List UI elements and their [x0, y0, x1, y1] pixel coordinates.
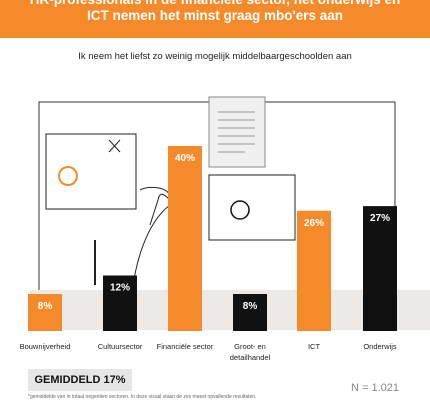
value-labels-group: 8% 12% 40% 8% 26% 27%	[38, 153, 390, 312]
category-label-4-1: Groot- en	[234, 342, 266, 351]
category-label-5: ICT	[308, 342, 321, 351]
value-label-6: 27%	[370, 213, 390, 224]
category-label-6: Onderwijs	[363, 342, 397, 351]
bar-6	[363, 206, 397, 331]
header-line-1: HR-professionals in de financiële sector…	[0, 0, 430, 8]
category-labels-group: Bouwnijverheid Cultuursector Financiële se…	[20, 342, 397, 362]
average-badge: GEMIDDELD 17%	[28, 369, 132, 391]
category-label-4-2: detailhandel	[230, 353, 271, 362]
category-label-2: Cultuursector	[98, 342, 143, 351]
sample-size: N = 1.021	[350, 382, 399, 394]
category-label-3: Financiële sector	[157, 342, 214, 351]
value-label-4: 8%	[243, 301, 258, 312]
bar-3	[168, 146, 202, 331]
category-label-1: Bouwnijverheid	[20, 342, 71, 351]
profile-card-right	[208, 174, 296, 241]
document-icon	[208, 96, 266, 168]
footnote: *gemiddelde van in totaal negentien sect…	[28, 394, 257, 400]
bar-4	[233, 294, 267, 331]
header-line-2: ICT nemen het minst graag mbo'ers aan	[86, 8, 344, 23]
value-label-3: 40%	[175, 153, 195, 164]
header-banner: HR-professionals in de financiële sector…	[0, 0, 430, 38]
value-label-2: 12%	[110, 283, 130, 294]
bar-1	[28, 294, 62, 331]
bars-group	[28, 146, 397, 331]
chart-subtitle: Ik neem het liefst zo weinig mogelijk mi…	[78, 51, 352, 62]
bar-5	[297, 210, 331, 331]
value-label-1: 8%	[38, 301, 53, 312]
value-label-5: 26%	[304, 218, 324, 229]
background-illustration	[38, 96, 396, 331]
bar-2	[103, 275, 137, 331]
